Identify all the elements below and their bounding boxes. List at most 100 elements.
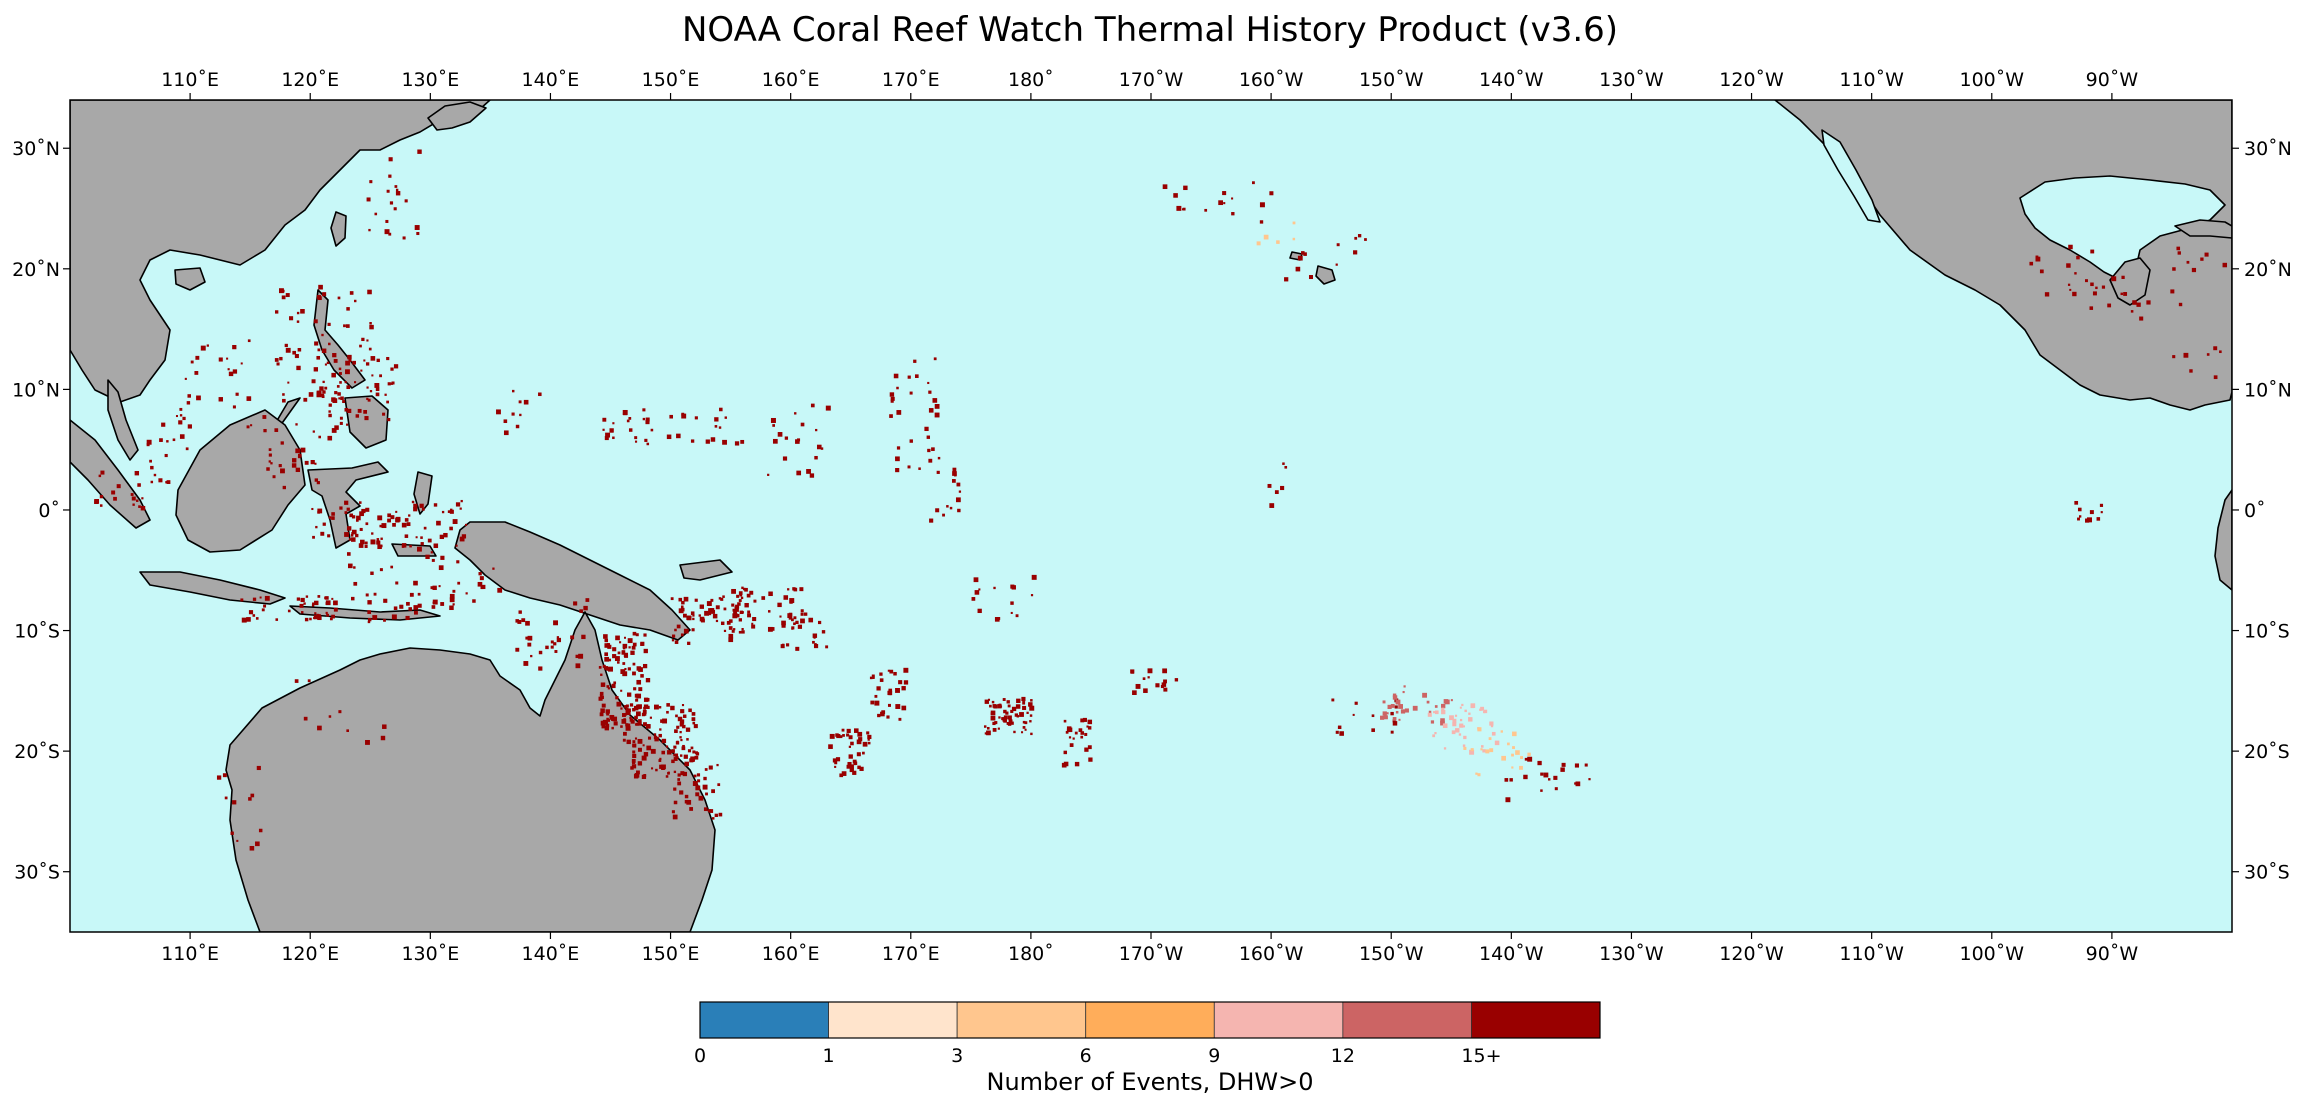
reef-event-cell <box>131 496 136 501</box>
reef-event-cell <box>679 736 682 739</box>
reef-event-cell <box>643 752 649 757</box>
reef-event-cell <box>194 371 199 375</box>
lon-tick-label-bottom: 150˚W <box>1359 943 1424 965</box>
reef-event-cell <box>248 797 252 801</box>
reef-event-cell <box>300 597 305 603</box>
reef-event-cell <box>367 620 371 624</box>
reef-event-cell <box>694 416 698 420</box>
reef-event-cell <box>691 717 696 721</box>
reef-event-cell <box>984 699 989 704</box>
reef-event-cell <box>927 448 931 453</box>
reef-event-cell <box>1007 715 1012 720</box>
reef-event-cell <box>1061 762 1067 768</box>
reef-event-cell <box>404 199 408 203</box>
reef-event-cell <box>240 598 244 602</box>
reef-event-cell <box>406 601 410 606</box>
reef-event-cell <box>956 482 961 487</box>
reef-event-cell <box>604 436 609 441</box>
reef-event-cell <box>365 362 370 366</box>
reef-event-cell <box>249 845 255 851</box>
lon-tick-label-bottom: 140˚W <box>1479 943 1544 965</box>
reef-event-cell <box>795 646 800 651</box>
reef-event-cell <box>361 337 365 342</box>
reef-event-cell <box>299 603 304 608</box>
reef-event-cell <box>647 736 652 740</box>
reef-event-cell <box>417 149 422 154</box>
lon-tick-label-top: 100˚W <box>1959 69 2024 91</box>
reef-event-cell <box>449 526 453 531</box>
reef-event-cell <box>2233 252 2235 254</box>
reef-event-cell <box>926 435 931 439</box>
reef-event-cell <box>994 617 1000 622</box>
reef-event-cell <box>351 532 354 535</box>
reef-event-cell <box>436 520 441 526</box>
reef-event-cell <box>1459 723 1464 728</box>
reef-event-cell <box>331 597 334 600</box>
reef-event-cell <box>311 604 315 607</box>
reef-event-cell <box>728 626 733 630</box>
reef-event-cell <box>888 688 893 693</box>
reef-event-cell <box>893 671 897 676</box>
reef-event-cell <box>395 188 399 192</box>
reef-event-cell <box>553 620 559 626</box>
lat-tick-label-left: 30˚N <box>12 138 60 160</box>
land-new-britain <box>679 559 733 581</box>
reef-event-cell <box>1147 668 1153 674</box>
reef-event-cell <box>313 319 318 324</box>
reef-event-cell <box>369 390 373 393</box>
reef-event-cell <box>281 289 285 293</box>
reef-event-cell <box>324 386 328 390</box>
reef-event-cell <box>898 717 902 721</box>
reef-event-cell <box>800 612 804 616</box>
reef-event-cell <box>712 613 718 619</box>
lon-tick-label-bottom: 110˚W <box>1839 943 1904 965</box>
reef-event-cell <box>364 541 368 545</box>
reef-event-cell <box>637 704 642 709</box>
reef-event-cell <box>365 593 369 597</box>
reef-event-cell <box>185 447 189 451</box>
reef-event-cell <box>519 413 522 417</box>
reef-event-cell <box>303 716 308 721</box>
reef-event-cell <box>1174 678 1179 682</box>
reef-event-cell <box>640 674 644 678</box>
reef-event-cell <box>779 615 782 618</box>
reef-event-cell <box>2121 275 2125 279</box>
reef-event-cell <box>989 704 992 708</box>
reef-event-cell <box>1021 731 1024 734</box>
reef-event-cell <box>626 419 630 423</box>
reef-event-cell <box>631 760 636 764</box>
reef-event-cell <box>100 470 105 475</box>
reef-event-cell <box>708 608 712 612</box>
reef-event-cell <box>369 180 373 184</box>
reef-event-cell <box>328 413 332 418</box>
reef-event-cell <box>1003 718 1007 723</box>
reef-event-cell <box>218 357 223 362</box>
reef-event-cell <box>1010 601 1014 605</box>
reef-event-cell <box>406 522 411 527</box>
reef-event-cell <box>720 597 724 601</box>
reef-event-cell <box>642 663 648 669</box>
reef-event-cell <box>314 341 319 346</box>
reef-event-cell <box>1173 193 1178 198</box>
reef-event-cell <box>907 465 911 469</box>
reef-event-cell <box>724 416 727 419</box>
reef-event-cell <box>599 712 604 717</box>
reef-event-cell <box>1065 730 1069 734</box>
reef-event-cell <box>1500 730 1503 733</box>
lon-tick-label-top: 130˚E <box>401 69 459 91</box>
reef-event-cell <box>680 605 684 609</box>
reef-event-cell <box>650 428 654 432</box>
reef-event-cell <box>296 597 301 601</box>
reef-event-cell <box>866 731 870 735</box>
reef-event-cell <box>425 554 430 560</box>
reef-event-cell <box>601 724 606 729</box>
reef-event-cell <box>815 428 818 432</box>
reef-event-cell <box>2222 262 2228 268</box>
reef-event-cell <box>772 438 778 444</box>
reef-event-cell <box>304 617 309 622</box>
reef-event-cell <box>1554 787 1558 791</box>
reef-event-cell <box>611 684 616 689</box>
reef-event-cell <box>393 364 399 369</box>
reef-event-cell <box>316 613 319 617</box>
reef-event-cell <box>377 515 383 521</box>
